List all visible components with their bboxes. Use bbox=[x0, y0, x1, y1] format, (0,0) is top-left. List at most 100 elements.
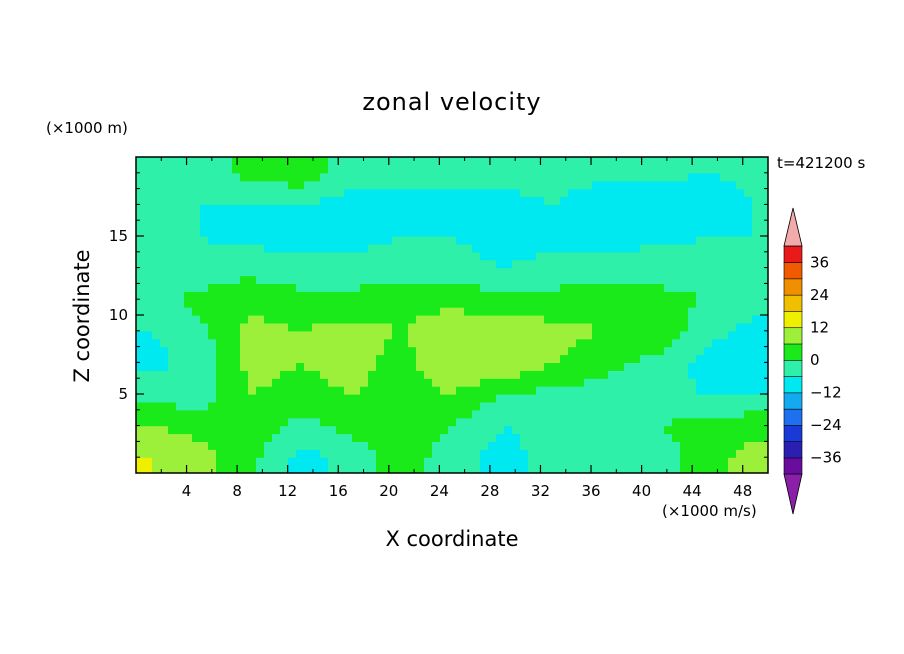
contour-cell bbox=[200, 196, 209, 205]
contour-cell bbox=[224, 401, 233, 411]
contour-cell bbox=[312, 180, 321, 190]
contour-cell bbox=[520, 346, 529, 356]
contour-cell bbox=[240, 417, 249, 427]
contour-cell bbox=[656, 157, 665, 166]
contour-cell bbox=[472, 291, 481, 300]
contour-cell bbox=[376, 172, 385, 182]
contour-cell bbox=[464, 259, 473, 269]
contour-cell bbox=[488, 378, 497, 387]
contour-cell bbox=[496, 370, 505, 379]
contour-cell bbox=[616, 251, 625, 261]
contour-cell bbox=[400, 338, 409, 348]
contour-cell bbox=[296, 236, 305, 245]
contour-cell bbox=[136, 204, 145, 213]
contour-cell bbox=[208, 425, 217, 435]
contour-cell bbox=[176, 378, 185, 387]
contour-cell bbox=[720, 180, 729, 190]
contour-cell bbox=[488, 370, 497, 379]
contour-cell bbox=[280, 465, 289, 473]
contour-cell bbox=[160, 370, 169, 379]
contour-cell bbox=[760, 228, 768, 237]
contour-cell bbox=[496, 394, 505, 403]
contour-cell bbox=[496, 212, 505, 221]
contour-cell bbox=[232, 362, 241, 371]
contour-cell bbox=[248, 267, 257, 277]
contour-cell bbox=[216, 275, 225, 284]
contour-cell bbox=[680, 236, 689, 245]
contour-cell bbox=[536, 401, 545, 411]
contour-cell bbox=[192, 220, 201, 229]
contour-cell bbox=[264, 401, 273, 411]
contour-cell bbox=[616, 204, 625, 213]
contour-cell bbox=[304, 346, 313, 356]
contour-cell bbox=[576, 291, 585, 300]
contour-cell bbox=[480, 386, 489, 395]
contour-cell bbox=[296, 441, 305, 450]
contour-cell bbox=[320, 441, 329, 450]
contour-cell bbox=[736, 172, 745, 182]
contour-cell bbox=[240, 441, 249, 450]
contour-cell bbox=[392, 228, 401, 237]
contour-cell bbox=[752, 315, 761, 324]
contour-cell bbox=[184, 212, 193, 221]
contour-cell bbox=[144, 267, 153, 277]
contour-cell bbox=[720, 409, 729, 419]
contour-cell bbox=[504, 228, 513, 237]
contour-cell bbox=[312, 251, 321, 261]
contour-cell bbox=[200, 275, 209, 284]
contour-cell bbox=[384, 251, 393, 261]
contour-cell bbox=[136, 299, 145, 308]
contour-cell bbox=[600, 425, 609, 435]
contour-cell bbox=[648, 330, 657, 340]
contour-cell bbox=[720, 243, 729, 253]
contour-cell bbox=[136, 267, 145, 277]
contour-cell bbox=[656, 394, 665, 403]
contour-cell bbox=[528, 243, 537, 253]
contour-cell bbox=[424, 157, 433, 166]
contour-cell bbox=[600, 204, 609, 213]
contour-cell bbox=[432, 267, 441, 277]
contour-cell bbox=[568, 204, 577, 213]
contour-cell bbox=[424, 307, 433, 316]
contour-cell bbox=[320, 457, 329, 466]
contour-cell bbox=[608, 441, 617, 450]
contour-cell bbox=[336, 362, 345, 371]
contour-cell bbox=[720, 259, 729, 269]
contour-cell bbox=[544, 283, 553, 292]
contour-cell bbox=[256, 386, 265, 395]
contour-cell bbox=[264, 283, 273, 292]
contour-cell bbox=[272, 196, 281, 205]
contour-cell bbox=[360, 172, 369, 182]
contour-cell bbox=[208, 243, 217, 253]
contour-cell bbox=[152, 322, 161, 332]
contour-cell bbox=[504, 251, 513, 261]
contour-cell bbox=[608, 386, 617, 395]
contour-cell bbox=[560, 196, 569, 205]
contour-cell bbox=[144, 172, 153, 182]
contour-cell bbox=[408, 307, 417, 316]
contour-cell bbox=[168, 283, 177, 292]
contour-cell bbox=[728, 299, 737, 308]
contour-cell bbox=[336, 322, 345, 332]
contour-cell bbox=[688, 180, 697, 190]
contour-cell bbox=[184, 417, 193, 427]
contour-cell bbox=[536, 425, 545, 435]
contour-cell bbox=[568, 236, 577, 245]
contour-cell bbox=[416, 330, 425, 340]
contour-cell bbox=[168, 394, 177, 403]
contour-cell bbox=[432, 212, 441, 221]
contour-cell bbox=[208, 172, 217, 182]
contour-cell bbox=[752, 204, 761, 213]
contour-cell bbox=[488, 275, 497, 284]
contour-cell bbox=[432, 362, 441, 371]
contour-cell bbox=[296, 259, 305, 269]
contour-cell bbox=[392, 401, 401, 411]
contour-cell bbox=[224, 449, 233, 458]
contour-cell bbox=[208, 236, 217, 245]
contour-cell bbox=[328, 386, 337, 395]
contour-cell bbox=[152, 465, 161, 473]
contour-cell bbox=[480, 236, 489, 245]
contour-cell bbox=[760, 362, 768, 371]
contour-cell bbox=[664, 315, 673, 324]
contour-cell bbox=[264, 465, 273, 473]
